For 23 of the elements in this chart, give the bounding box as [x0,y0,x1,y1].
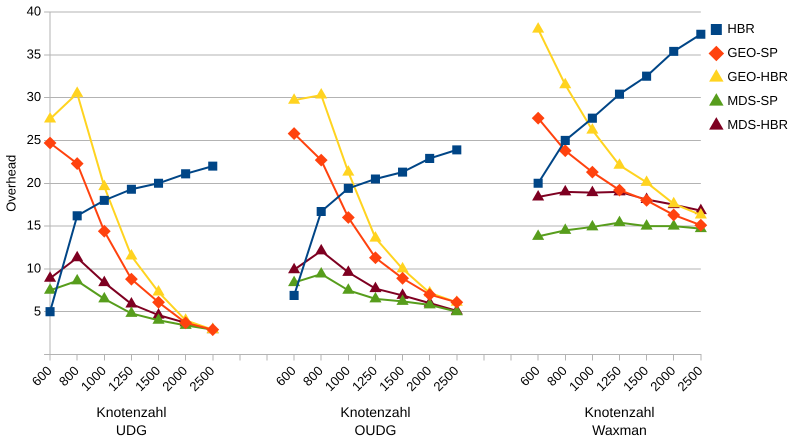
y-tick-label: 5 [34,303,42,318]
legend-label: MDS-SP [727,93,778,108]
legend-label: HBR [727,21,755,36]
legend-label: MDS-HBR [727,117,788,132]
x-tick-label: 600 [516,363,543,390]
text: Knotenzahl OUDG [340,404,410,438]
y-tick-label: 20 [26,174,42,190]
text: Knotenzahl Waxman [584,404,655,438]
x-tick-label: 800 [544,363,570,390]
y-tick-label: 30 [26,89,42,104]
y-tick-label: 40 [26,4,42,19]
x-tick-label: 600 [28,363,55,390]
text: Knotenzahl UDG [96,404,166,438]
legend-label: GEO-HBR [727,69,788,84]
x-tick-label: 800 [56,363,82,390]
y-tick-label: 10 [26,260,42,276]
y-tick-label: 25 [26,132,42,148]
y-axis-title: Overhead [3,154,18,212]
y-tick-label: 35 [26,46,42,62]
x-tick-label: 800 [300,363,326,390]
y-tick-label: 15 [26,218,42,233]
legend-label: GEO-SP [727,45,778,60]
x-tick-label: 600 [272,363,299,390]
